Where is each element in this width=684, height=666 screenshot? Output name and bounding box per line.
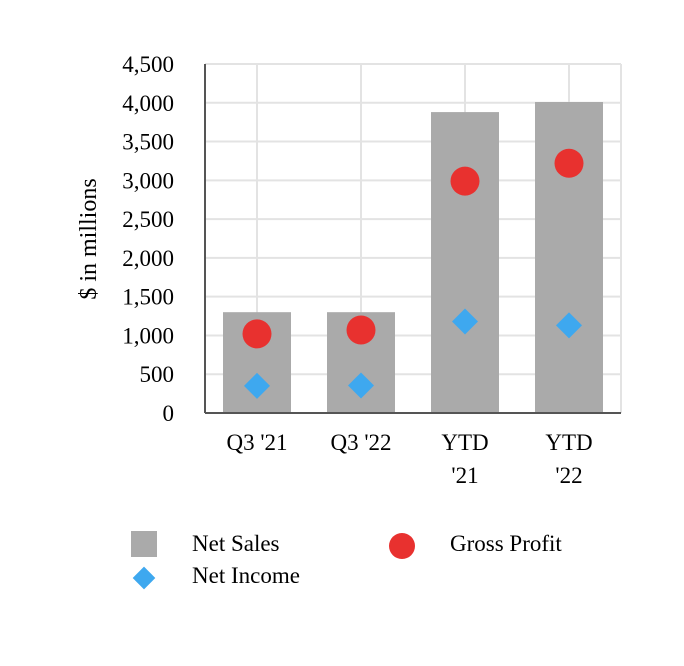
x-tick-label: Q3 '21 (226, 430, 287, 455)
point-gross-profit (450, 166, 480, 196)
point-net-income (348, 372, 374, 399)
y-tick-label: 2,000 (122, 246, 174, 271)
x-tick-label: Q3 '22 (330, 430, 391, 455)
point-gross-profit (554, 148, 584, 178)
point-net-income (244, 372, 270, 399)
y-tick-labels: 0 500 1,000 1,500 2,000 2,500 3,000 3,500 4,000 4… (122, 52, 174, 426)
y-tick-label: 4,000 (122, 91, 174, 116)
x-tick-labels: Q3 '21 Q3 '22 YTD '21 YTD '22 (226, 430, 592, 488)
y-tick-label: 2,500 (122, 207, 174, 232)
x-tick-label: '21 (451, 463, 478, 488)
x-tick-label: YTD (545, 430, 592, 455)
point-gross-profit (242, 319, 272, 349)
y-axis-label: $ in millions (76, 178, 102, 299)
y-tick-label: 3,000 (122, 168, 174, 193)
y-tick-label: 500 (140, 362, 175, 387)
y-tick-label: 1,500 (122, 285, 174, 310)
x-tick-label: YTD (441, 430, 488, 455)
markers (242, 148, 584, 399)
y-tick-label: 1,000 (122, 323, 174, 348)
y-tick-label: 4,500 (122, 52, 174, 77)
bar-net-sales (535, 102, 603, 413)
bar-net-sales (431, 112, 499, 413)
point-net-income (556, 312, 582, 339)
point-net-income (452, 308, 478, 335)
y-tick-label: 3,500 (122, 130, 174, 155)
point-gross-profit (346, 315, 376, 345)
x-tick-label: '22 (555, 463, 582, 488)
y-tick-label: 0 (163, 401, 175, 426)
